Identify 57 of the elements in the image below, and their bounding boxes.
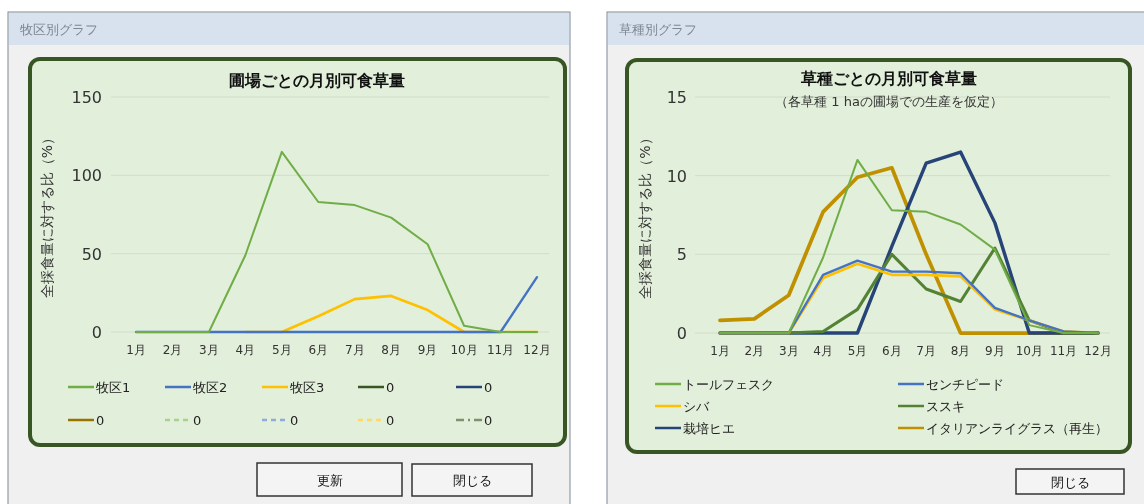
legend-label: 0: [386, 413, 395, 428]
x-tick-label: 12月: [523, 343, 551, 357]
legend-label: トールフェスク: [683, 377, 774, 392]
x-tick-label: 2月: [162, 343, 183, 357]
x-tick-label: 11月: [486, 343, 515, 357]
y-axis-title: 全採食量に対する比（%）: [637, 131, 653, 299]
x-tick-label: 8月: [950, 344, 971, 358]
x-tick-label: 11月: [1050, 344, 1078, 358]
legend-label: センチピード: [926, 377, 1004, 392]
x-tick-label: 1月: [126, 343, 146, 357]
x-tick-label: 9月: [417, 343, 438, 357]
x-tick-label: 6月: [308, 343, 329, 357]
y-tick-label: 10: [666, 166, 687, 186]
legend-label: シバ: [683, 399, 710, 414]
legend-label: 0: [386, 380, 395, 395]
legend-label: 牧区2: [193, 380, 228, 395]
y-tick-label: 100: [71, 166, 102, 186]
legend-label: 0: [290, 413, 299, 428]
x-tick-label: 5月: [272, 343, 292, 357]
y-axis-title: 全採食量に対する比（%）: [39, 130, 55, 299]
legend-label: イタリアンライグラス（再生）: [926, 421, 1108, 436]
y-tick-label: 150: [71, 88, 102, 107]
legend-label: 牧区3: [290, 380, 325, 395]
x-tick-label: 10月: [450, 343, 478, 357]
y-tick-label: 15: [666, 88, 687, 107]
legend-label: 0: [484, 413, 493, 428]
x-tick-label: 2月: [744, 344, 765, 358]
chart-subtitle: （各草種 1 haの圃場での生産を仮定）: [775, 94, 1003, 109]
y-tick-label: 0: [676, 324, 687, 343]
legend-label: 牧区1: [96, 380, 131, 395]
x-tick-label: 5月: [847, 344, 868, 358]
x-tick-label: 3月: [778, 344, 799, 358]
x-tick-label: 1月: [710, 344, 730, 358]
x-tick-label: 8月: [381, 343, 401, 357]
y-tick-label: 50: [81, 244, 102, 264]
x-tick-label: 7月: [916, 344, 936, 358]
text: 閉じる: [452, 473, 492, 488]
chart-title: 草種ごとの月別可食草量: [800, 69, 977, 88]
text: 更新: [316, 472, 343, 488]
legend-label: 0: [193, 413, 202, 428]
text: 草種別グラフ: [619, 22, 697, 37]
chart-title: 圃場ごとの月別可食草量: [228, 71, 405, 90]
text: 閉じる: [1050, 474, 1090, 490]
text: 牧区別グラフ: [20, 22, 98, 37]
x-tick-label: 3月: [199, 343, 219, 357]
x-tick-label: 7月: [344, 343, 365, 357]
legend-label: 栽培ヒエ: [683, 421, 735, 436]
legend-label: 0: [484, 380, 493, 395]
x-tick-label: 6月: [882, 344, 902, 358]
legend-label: ススキ: [926, 399, 965, 414]
x-tick-label: 4月: [813, 344, 833, 358]
x-tick-label: 4月: [235, 343, 256, 357]
x-tick-label: 9月: [985, 344, 1005, 358]
y-tick-label: 0: [91, 323, 102, 342]
x-tick-label: 10月: [1015, 344, 1043, 358]
y-tick-label: 5: [676, 245, 687, 265]
x-tick-label: 12月: [1084, 344, 1112, 358]
